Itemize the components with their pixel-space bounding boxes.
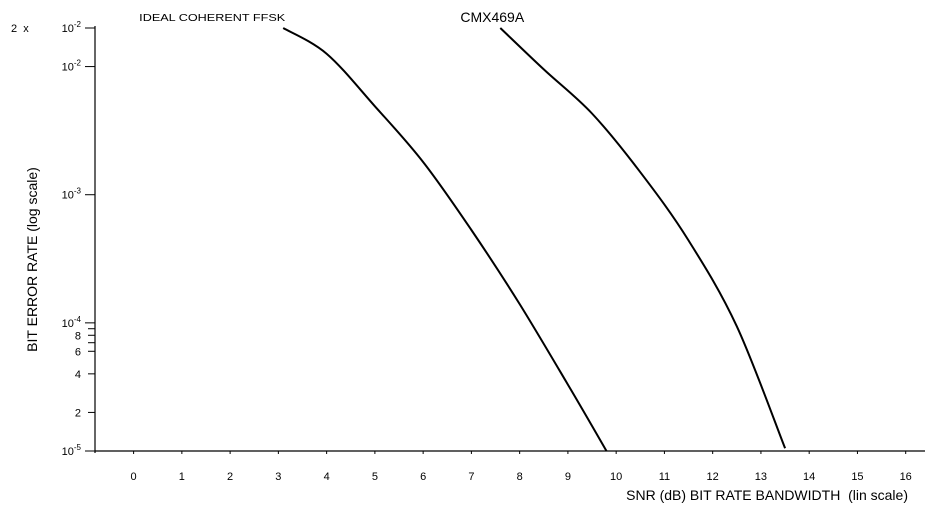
x-tick-label: 4 [324,471,330,483]
y-tick-label: 10-2 [62,20,82,35]
y-axis-title: BIT ERROR RATE (log scale) [24,167,40,352]
y-tick-label: 10-3 [62,187,82,202]
x-tick-label: 10 [610,471,622,483]
x-tick-label: 12 [707,471,719,483]
y-tick-label-prefix: 2 x [11,23,29,35]
y-tick-label-exponent: -5 [74,443,82,452]
x-tick-label: 15 [851,471,863,483]
x-axis-title: SNR (dB) BIT RATE BANDWIDTH (lin scale) [626,487,908,503]
y-tick-label-base: 10 [62,62,74,74]
y-tick-label-exponent: -4 [74,315,82,324]
y-tick-label: 10-4 [62,315,82,330]
x-tick-label: 9 [565,471,571,483]
x-tick-label: 14 [803,471,815,483]
y-tick-label: 6 [75,346,81,358]
x-axis-ticks: 0 1 2 3 4 5 6 7 8 9 10 11 12 13 14 15 16 [131,451,912,483]
y-tick-label: 10-2 [62,59,82,74]
series-line-cmx469a [499,27,787,449]
x-tick-label: 5 [372,471,378,483]
x-tick-label: 0 [131,471,137,483]
y-tick-label: 8 [75,330,81,342]
y-tick-label-base: 10 [62,190,74,202]
series-label-cmx469a: CMX469A [460,9,524,25]
y-tick-label: 10-5 [62,443,82,458]
x-tick-label: 8 [517,471,523,483]
x-tick-label: 3 [275,471,281,483]
series-line-ideal-coherent-ffsk [282,27,608,452]
x-tick-label: 13 [755,471,767,483]
y-tick-label-base: 10 [62,23,74,35]
y-tick-label-base: 10 [62,318,74,330]
y-tick-label-exponent: -2 [74,59,82,68]
x-tick-label: 2 [227,471,233,483]
x-tick-label: 6 [420,471,426,483]
x-tick-label: 7 [468,471,474,483]
y-tick-label: 2 [75,407,81,419]
y-tick-label-exponent: -3 [74,187,82,196]
x-tick-label: 16 [900,471,912,483]
x-tick-label: 1 [179,471,185,483]
series-lines [282,27,787,452]
y-tick-label-base: 10 [62,446,74,458]
series-label-ideal-coherent-ffsk: IDEAL COHERENT FFSK [139,13,285,24]
x-tick-label: 11 [659,471,670,483]
y-tick-label-exponent: -2 [74,20,82,29]
y-tick-label: 4 [75,369,81,381]
